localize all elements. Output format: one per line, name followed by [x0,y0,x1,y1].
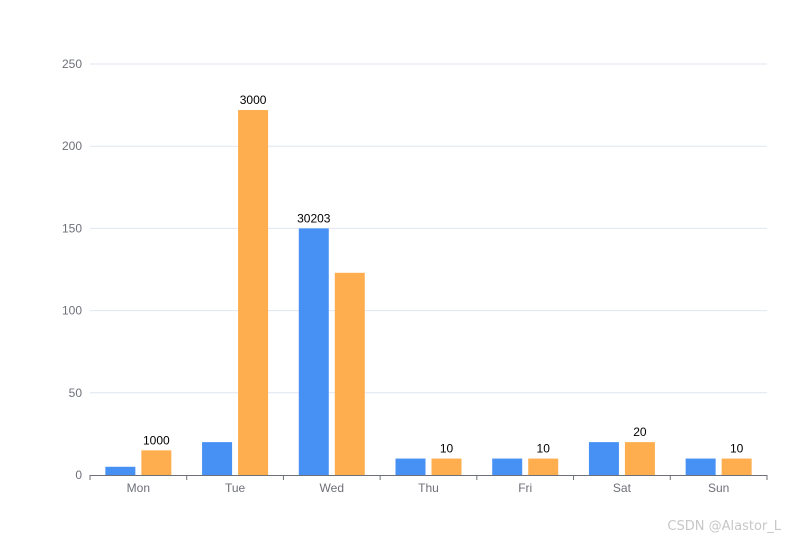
bar-series-2 [141,450,172,475]
data-label: 1000 [143,433,170,447]
bar-series-1 [685,458,716,475]
bar-series-2 [528,458,559,475]
bar-series-1 [298,228,329,475]
data-label: 3000 [240,93,267,107]
bar-series-2 [431,458,462,475]
y-tick-label: 150 [62,221,82,235]
bar-series-1 [105,466,136,475]
bar-series-1 [202,442,233,475]
data-label: 20 [633,425,647,439]
bar-series-2 [238,110,269,476]
x-axis: Mon Tue Wed Thu Fri Sat Sun [89,475,768,495]
data-label: 10 [440,442,454,456]
y-tick-label: 0 [75,468,82,482]
data-label: 30203 [297,211,331,225]
y-tick-label: 100 [62,304,82,318]
y-tick-label: 250 [62,57,82,71]
grid-lines [90,63,767,394]
y-tick-label: 200 [62,139,82,153]
bar-series-1 [588,442,619,475]
data-label: 10 [537,442,551,456]
x-tick-label: Fri [518,481,532,495]
bar-series-1 [492,458,523,475]
x-tick-label: Sun [708,481,729,495]
y-tick-label: 50 [69,386,83,400]
bars [105,110,752,476]
bar-series-2 [721,458,752,475]
x-tick-label: Tue [225,481,246,495]
x-tick-label: Mon [127,481,150,495]
bar-series-2 [334,272,365,475]
bar-series-1 [395,458,426,475]
x-tick-label: Sat [613,481,632,495]
data-labels: 1000 3000 30203 10 10 20 10 [143,93,744,456]
x-tick-label: Thu [418,481,439,495]
data-label: 10 [730,442,744,456]
watermark: CSDN @Alastor_L [667,519,781,534]
x-tick-label: Wed [320,481,344,495]
y-axis-ticks: 0 50 100 150 200 250 [62,57,82,482]
bar-series-2 [624,442,655,475]
